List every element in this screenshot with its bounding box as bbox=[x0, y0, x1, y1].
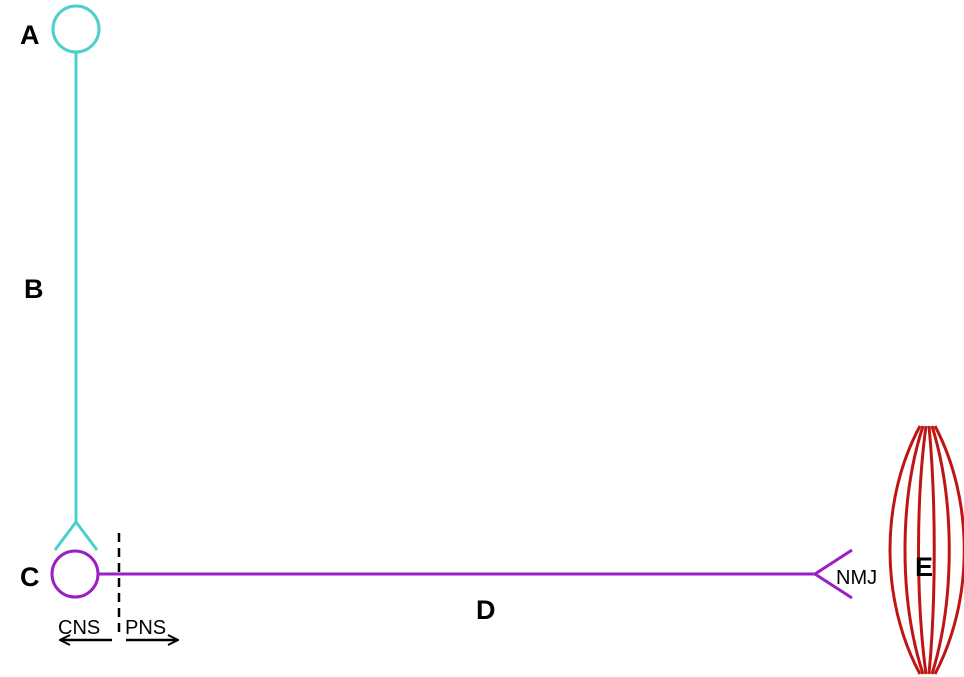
lower-neuron-terminal bbox=[812, 548, 853, 600]
lower-neuron-cell-body bbox=[50, 549, 100, 599]
label-e: E bbox=[915, 552, 933, 582]
label-a: A bbox=[20, 20, 40, 50]
upper-neuron-terminal bbox=[53, 519, 99, 551]
cns-pns-boundary bbox=[60, 533, 178, 640]
muscle-fiber bbox=[933, 425, 964, 675]
muscle bbox=[888, 425, 964, 675]
lower-motor-neuron bbox=[50, 548, 853, 600]
muscle-fiber bbox=[917, 425, 928, 675]
label-b: B bbox=[24, 274, 44, 304]
label-nmj: NMJ bbox=[836, 567, 877, 589]
muscle-fiber bbox=[903, 425, 925, 675]
label-d: D bbox=[476, 595, 496, 625]
upper-neuron-cell-body bbox=[51, 4, 101, 54]
upper-motor-neuron bbox=[51, 4, 101, 551]
label-cns: CNS bbox=[58, 617, 100, 639]
label-pns: PNS bbox=[125, 617, 166, 639]
muscle-fiber bbox=[888, 425, 922, 675]
muscle-fiber bbox=[927, 425, 936, 675]
muscle-fiber bbox=[930, 425, 951, 675]
label-c: C bbox=[20, 562, 40, 592]
